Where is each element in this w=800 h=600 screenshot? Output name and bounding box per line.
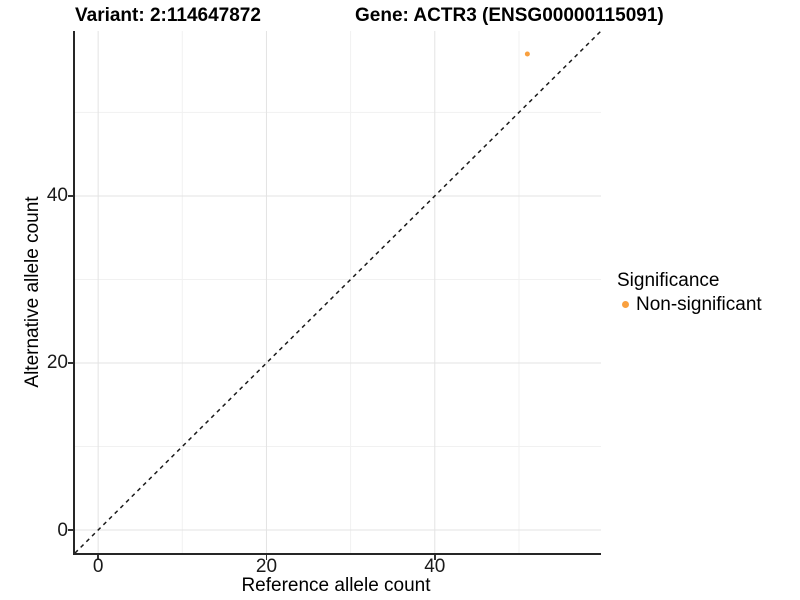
x-axis-tick bbox=[265, 555, 268, 560]
plot-panel bbox=[73, 31, 601, 555]
legend-item-label: Non-significant bbox=[636, 294, 762, 315]
y-axis-tick-label: 0 bbox=[57, 519, 68, 541]
y-axis-tick-label: 40 bbox=[46, 185, 68, 207]
legend-items: Non-significant bbox=[617, 294, 762, 315]
y-axis-tick bbox=[68, 195, 73, 197]
x-axis-title: Reference allele count bbox=[241, 575, 431, 596]
variant-title: Variant: 2:114647872 bbox=[75, 5, 261, 26]
x-axis-tick bbox=[434, 555, 436, 560]
gene-title: Gene: ACTR3 (ENSG00000115091) bbox=[355, 5, 664, 26]
identity-line bbox=[75, 31, 601, 553]
x-axis-tick bbox=[97, 555, 99, 560]
x-axis-tick-label: 40 bbox=[424, 556, 446, 577]
y-axis-tick bbox=[68, 362, 73, 364]
y-axis-tick-label: 20 bbox=[46, 352, 68, 374]
legend-item: Non-significant bbox=[617, 294, 762, 315]
legend: Significance Non-significant bbox=[617, 270, 762, 315]
legend-point-icon bbox=[622, 301, 629, 308]
x-axis-tick-label: 0 bbox=[92, 556, 104, 577]
y-axis-tick bbox=[68, 529, 73, 531]
legend-title: Significance bbox=[617, 270, 720, 291]
plot-area-svg bbox=[75, 31, 601, 553]
data-point bbox=[524, 51, 530, 57]
x-axis-tick-label: 20 bbox=[255, 556, 278, 577]
